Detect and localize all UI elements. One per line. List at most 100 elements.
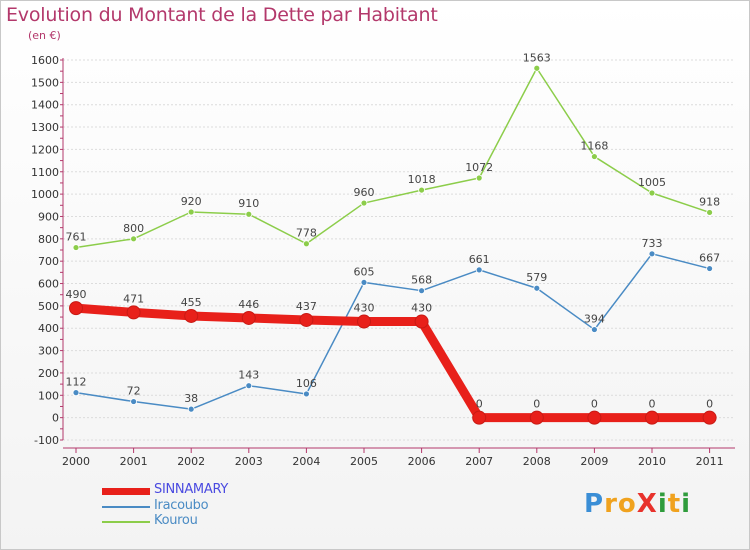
legend-label-sinnamary: SINNAMARY xyxy=(154,482,228,497)
x-tick-label: 2007 xyxy=(465,455,493,468)
data-label-kourou: 800 xyxy=(123,222,144,235)
data-point-kourou xyxy=(72,244,80,251)
data-point-kourou xyxy=(475,174,483,182)
data-label-kourou: 761 xyxy=(66,231,87,244)
data-label-kourou: 918 xyxy=(699,195,720,208)
legend-swatch-kourou xyxy=(102,521,150,523)
data-label-iracoubo: 106 xyxy=(296,377,317,390)
data-label-kourou: 1018 xyxy=(408,173,436,186)
data-point-kourou xyxy=(245,210,253,218)
y-tick-label: 1000 xyxy=(31,188,59,201)
data-label-iracoubo: 38 xyxy=(184,392,198,405)
data-label-iracoubo: 661 xyxy=(469,253,490,266)
legend-label-iracoubo: Iracoubo xyxy=(154,498,209,513)
data-label-sinnamary: 471 xyxy=(123,292,144,305)
legend-item-iracoubo: Iracoubo xyxy=(102,498,302,514)
legend-swatch-sinnamary xyxy=(102,488,150,495)
data-label-iracoubo: 112 xyxy=(66,376,87,389)
data-point-iracoubo xyxy=(130,398,138,405)
legend: SINNAMARY Iracoubo Kourou xyxy=(102,482,302,534)
data-point-sinnamary xyxy=(645,410,659,425)
data-label-sinnamary: 430 xyxy=(411,302,432,315)
y-tick-label: 0 xyxy=(52,412,59,425)
data-point-iracoubo xyxy=(245,382,253,390)
y-tick-label: 200 xyxy=(38,367,59,380)
y-tick-label: 700 xyxy=(38,255,59,268)
data-point-sinnamary xyxy=(69,301,83,316)
series-line-iracoubo xyxy=(75,253,711,410)
data-label-sinnamary: 437 xyxy=(296,300,317,313)
data-labels: 112 72 38 143 106 605 568 661 579 394 733 667 761 800… xyxy=(66,51,721,410)
data-label-kourou: 778 xyxy=(296,227,317,240)
data-point-kourou xyxy=(706,209,713,216)
data-point-sinnamary xyxy=(414,314,429,329)
data-point-iracoubo xyxy=(187,405,195,413)
data-label-sinnamary: 430 xyxy=(354,302,375,315)
logo-letter: i xyxy=(681,489,692,519)
data-point-kourou xyxy=(648,189,656,197)
data-point-sinnamary xyxy=(241,310,256,325)
x-tick-label: 2003 xyxy=(235,455,263,468)
y-tick-label: 300 xyxy=(38,345,59,358)
y-tick-label: -100 xyxy=(34,434,59,447)
x-tick-label: 2000 xyxy=(62,455,90,468)
data-label-iracoubo: 667 xyxy=(699,252,720,265)
series-lines xyxy=(69,64,717,425)
data-label-kourou: 1168 xyxy=(580,140,608,153)
x-tick-label: 2008 xyxy=(523,455,551,468)
data-point-iracoubo xyxy=(706,265,713,272)
legend-label-kourou: Kourou xyxy=(154,513,198,528)
data-point-iracoubo xyxy=(591,326,598,333)
data-point-sinnamary xyxy=(472,410,487,425)
data-label-sinnamary: 455 xyxy=(181,296,202,309)
data-label-sinnamary: 0 xyxy=(649,398,656,411)
data-label-sinnamary: 0 xyxy=(476,398,483,411)
x-tick-label: 2004 xyxy=(292,455,320,468)
data-label-sinnamary: 0 xyxy=(533,398,540,411)
series-line-kourou xyxy=(75,67,711,249)
y-tick-label: 1100 xyxy=(31,166,59,179)
data-point-iracoubo xyxy=(72,389,80,397)
data-point-iracoubo xyxy=(533,284,541,292)
legend-swatch-iracoubo xyxy=(102,506,150,508)
data-label-sinnamary: 490 xyxy=(66,288,87,301)
data-label-kourou: 1563 xyxy=(523,51,551,64)
data-label-iracoubo: 568 xyxy=(411,274,432,287)
axes: -100010020030040050060070080090010001100… xyxy=(31,54,735,468)
data-label-kourou: 1072 xyxy=(465,161,493,174)
data-label-kourou: 1005 xyxy=(638,176,666,189)
x-tick-label: 2010 xyxy=(638,455,666,468)
data-label-kourou: 910 xyxy=(238,197,259,210)
y-tick-label: 600 xyxy=(38,278,59,291)
data-point-kourou xyxy=(187,208,195,216)
data-point-kourou xyxy=(591,153,598,160)
y-tick-label: 900 xyxy=(38,210,59,223)
data-point-kourou xyxy=(130,235,138,243)
logo-letter: r xyxy=(604,489,618,519)
data-point-sinnamary xyxy=(299,312,314,327)
data-point-sinnamary xyxy=(357,314,371,329)
x-tick-label: 2001 xyxy=(120,455,148,468)
data-label-iracoubo: 605 xyxy=(354,265,375,278)
x-tick-label: 2009 xyxy=(580,455,608,468)
data-label-sinnamary: 0 xyxy=(591,398,598,411)
legend-item-sinnamary: SINNAMARY xyxy=(102,482,302,498)
y-tick-label: 1500 xyxy=(31,76,59,89)
y-tick-label: 1600 xyxy=(31,54,59,67)
logo-letter: t xyxy=(667,489,682,519)
logo-letter: X xyxy=(636,489,658,519)
data-point-iracoubo xyxy=(418,287,426,295)
data-point-kourou xyxy=(302,240,310,248)
chart-title: Evolution du Montant de la Dette par Hab… xyxy=(6,4,438,26)
data-point-iracoubo xyxy=(360,279,368,286)
proxiti-logo: ProXiti xyxy=(584,489,691,519)
logo-letter: P xyxy=(584,489,605,519)
y-tick-label: 800 xyxy=(38,233,59,246)
grid-lines xyxy=(63,59,735,441)
data-label-kourou: 920 xyxy=(181,195,202,208)
data-label-iracoubo: 143 xyxy=(238,369,259,382)
data-point-iracoubo xyxy=(648,250,656,258)
data-point-sinnamary xyxy=(126,305,141,320)
data-label-kourou: 960 xyxy=(354,186,375,199)
data-label-iracoubo: 72 xyxy=(127,385,141,398)
